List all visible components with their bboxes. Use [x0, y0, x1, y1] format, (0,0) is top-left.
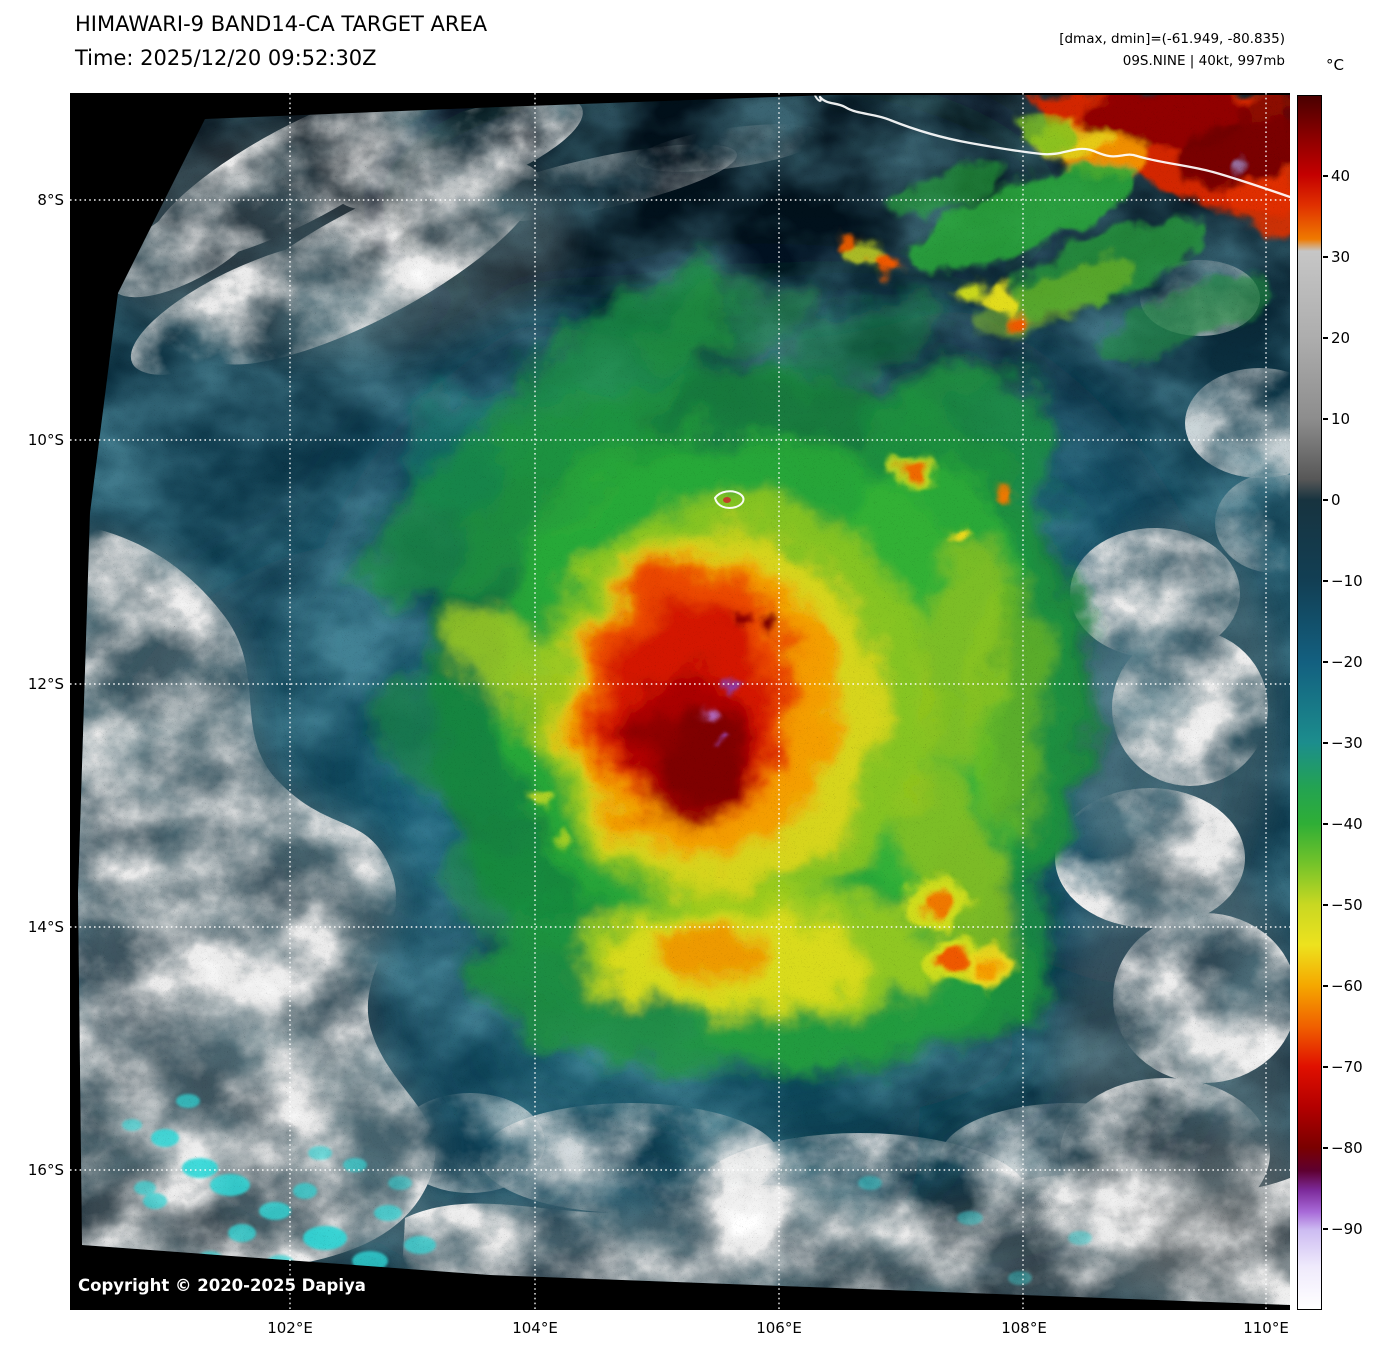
satellite-map [70, 93, 1290, 1310]
imagery [78, 95, 1290, 1305]
colorbar-tick-label: −10 [1331, 572, 1363, 590]
colorbar-tick [1323, 904, 1328, 906]
colorbar-tick-label: −90 [1331, 1220, 1363, 1238]
coastline-west-tip [813, 95, 822, 102]
colorbar-tick [1323, 337, 1328, 339]
lon-tick-label: 102°E [267, 1319, 313, 1337]
colorbar-tick-label: 20 [1331, 329, 1351, 347]
page-title: HIMAWARI-9 BAND14-CA TARGET AREA [75, 12, 488, 36]
colorbar-tick-label: −80 [1331, 1139, 1363, 1157]
colorbar-tick [1323, 175, 1328, 177]
colorbar [1297, 95, 1322, 1310]
lat-tick-label: 12°S [27, 675, 64, 693]
dmax-dmin-readout: [dmax, dmin]=(-61.949, -80.835) [1059, 31, 1285, 47]
colorbar-tick [1323, 1066, 1328, 1068]
lon-tick-label: 106°E [756, 1319, 802, 1337]
timestamp: Time: 2025/12/20 09:52:30Z [75, 46, 377, 70]
colorbar-tick-label: −40 [1331, 815, 1363, 833]
lat-tick-label: 14°S [27, 918, 64, 936]
colorbar-unit-label: °C [1326, 56, 1344, 74]
coastline [818, 95, 1290, 199]
colorbar-tick [1323, 1147, 1328, 1149]
lat-tick-label: 16°S [27, 1161, 64, 1179]
colorbar-tick-label: −20 [1331, 653, 1363, 671]
storm-intensity-readout: 09S.NINE | 40kt, 997mb [1122, 53, 1285, 69]
colorbar-tick-label: 10 [1331, 410, 1351, 428]
lat-tick-label: 8°S [37, 191, 64, 209]
colorbar-tick [1323, 499, 1328, 501]
colorbar-tick-label: −30 [1331, 734, 1363, 752]
copyright-watermark: Copyright © 2020-2025 Dapiya [78, 1276, 366, 1295]
colorbar-tick [1323, 985, 1328, 987]
sensor-grain [78, 95, 1290, 1305]
colorbar-tick [1323, 1228, 1328, 1230]
lon-tick-label: 104°E [512, 1319, 558, 1337]
colorbar-tick [1323, 661, 1328, 663]
colorbar-tick-label: −60 [1331, 977, 1363, 995]
lon-tick-label: 108°E [1001, 1319, 1047, 1337]
colorbar-tick [1323, 823, 1328, 825]
colorbar-gradient [1298, 96, 1321, 1309]
colorbar-tick-label: 30 [1331, 248, 1351, 266]
colorbar-tick [1323, 742, 1328, 744]
colorbar-tick-label: 40 [1331, 167, 1351, 185]
colorbar-tick-label: −50 [1331, 896, 1363, 914]
christmas-island-outline [713, 490, 745, 509]
colorbar-tick [1323, 418, 1328, 420]
colorbar-tick-label: 0 [1331, 491, 1341, 509]
christmas-island-dot [723, 497, 731, 503]
gridlines [70, 93, 1290, 1310]
colorbar-tick [1323, 256, 1328, 258]
lon-tick-label: 110°E [1243, 1319, 1289, 1337]
lat-tick-label: 10°S [27, 431, 64, 449]
colorbar-tick-label: −70 [1331, 1058, 1363, 1076]
colorbar-tick [1323, 580, 1328, 582]
